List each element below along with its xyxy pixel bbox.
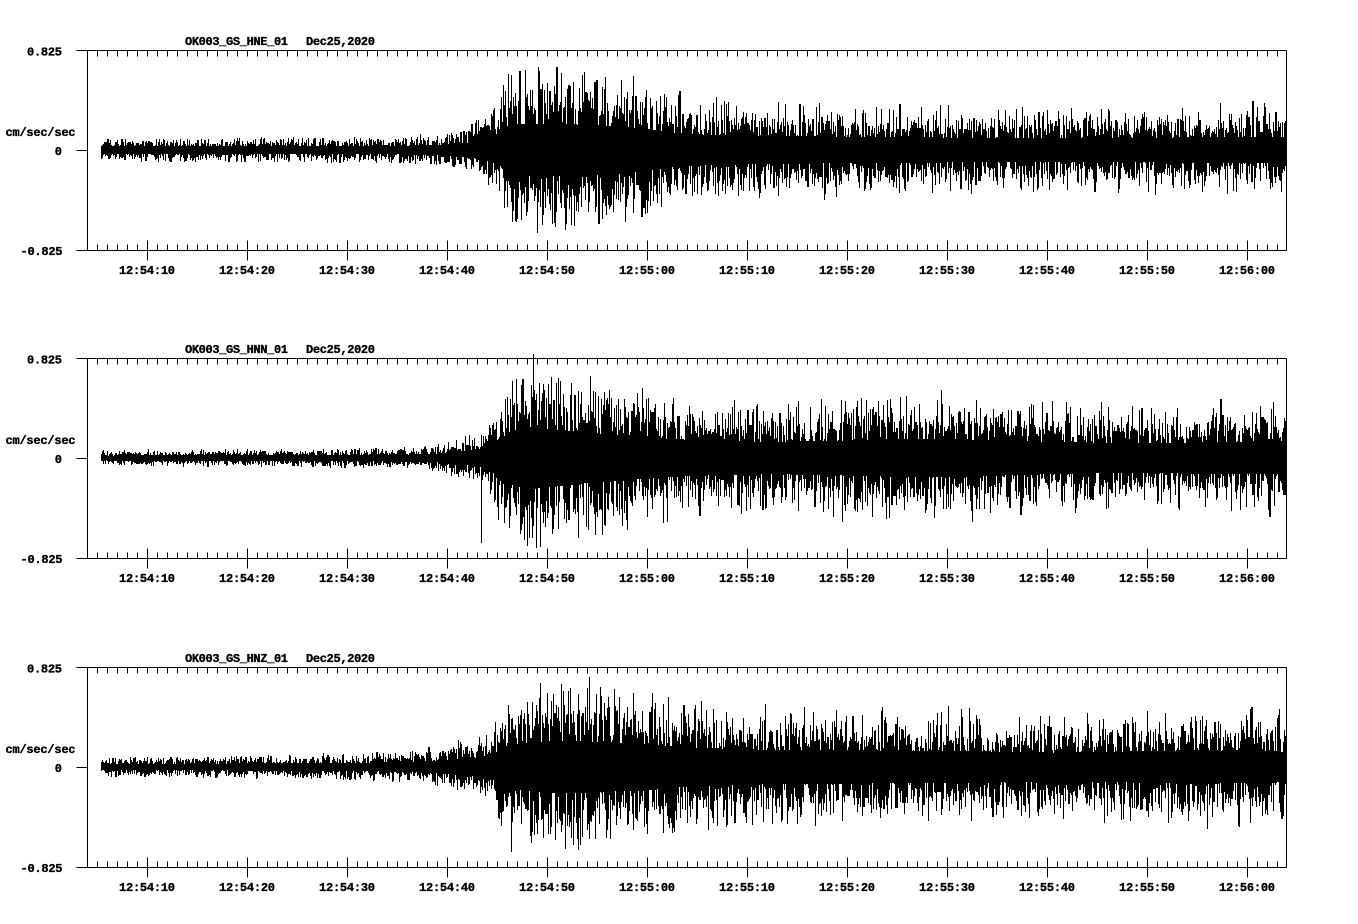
svg-text:12:55:20: 12:55:20 bbox=[819, 881, 875, 895]
svg-text:0: 0 bbox=[55, 762, 62, 776]
svg-text:0: 0 bbox=[55, 453, 62, 467]
svg-text:cm/sec/sec: cm/sec/sec bbox=[6, 126, 76, 140]
svg-text:12:56:00: 12:56:00 bbox=[1219, 881, 1275, 895]
svg-text:0.825: 0.825 bbox=[27, 662, 62, 676]
svg-text:12:55:50: 12:55:50 bbox=[1119, 572, 1175, 586]
svg-text:12:54:50: 12:54:50 bbox=[519, 881, 575, 895]
svg-text:12:55:40: 12:55:40 bbox=[1019, 881, 1075, 895]
svg-text:12:54:50: 12:54:50 bbox=[519, 264, 575, 278]
svg-text:12:54:30: 12:54:30 bbox=[319, 572, 375, 586]
svg-text:12:54:30: 12:54:30 bbox=[319, 881, 375, 895]
svg-text:12:54:50: 12:54:50 bbox=[519, 572, 575, 586]
svg-text:0.825: 0.825 bbox=[27, 45, 62, 59]
svg-text:12:54:30: 12:54:30 bbox=[319, 264, 375, 278]
svg-text:12:55:30: 12:55:30 bbox=[919, 264, 975, 278]
svg-text:-0.825: -0.825 bbox=[21, 553, 63, 567]
svg-text:Dec25,2020: Dec25,2020 bbox=[306, 35, 375, 49]
svg-text:12:55:20: 12:55:20 bbox=[819, 264, 875, 278]
svg-text:cm/sec/sec: cm/sec/sec bbox=[6, 743, 76, 757]
svg-text:12:55:40: 12:55:40 bbox=[1019, 572, 1075, 586]
svg-text:0: 0 bbox=[55, 145, 62, 159]
svg-text:12:54:40: 12:54:40 bbox=[419, 572, 475, 586]
svg-text:Dec25,2020: Dec25,2020 bbox=[306, 343, 375, 357]
svg-text:12:55:50: 12:55:50 bbox=[1119, 881, 1175, 895]
svg-text:12:55:50: 12:55:50 bbox=[1119, 264, 1175, 278]
svg-text:12:55:00: 12:55:00 bbox=[619, 881, 675, 895]
svg-text:-0.825: -0.825 bbox=[21, 245, 63, 259]
svg-text:12:55:20: 12:55:20 bbox=[819, 572, 875, 586]
svg-text:12:54:20: 12:54:20 bbox=[219, 264, 275, 278]
svg-text:-0.825: -0.825 bbox=[21, 862, 63, 876]
svg-text:cm/sec/sec: cm/sec/sec bbox=[6, 434, 76, 448]
svg-text:12:54:40: 12:54:40 bbox=[419, 881, 475, 895]
svg-text:12:55:30: 12:55:30 bbox=[919, 881, 975, 895]
svg-text:12:54:10: 12:54:10 bbox=[119, 264, 175, 278]
svg-text:OK003_GS_HNN_01: OK003_GS_HNN_01 bbox=[185, 343, 288, 357]
svg-text:12:54:20: 12:54:20 bbox=[219, 572, 275, 586]
svg-text:0.825: 0.825 bbox=[27, 353, 62, 367]
svg-text:12:55:40: 12:55:40 bbox=[1019, 264, 1075, 278]
svg-text:12:55:30: 12:55:30 bbox=[919, 572, 975, 586]
svg-text:OK003_GS_HNE_01: OK003_GS_HNE_01 bbox=[185, 35, 288, 49]
svg-text:12:54:10: 12:54:10 bbox=[119, 881, 175, 895]
svg-text:Dec25,2020: Dec25,2020 bbox=[306, 652, 375, 666]
svg-text:12:54:10: 12:54:10 bbox=[119, 572, 175, 586]
svg-text:12:54:20: 12:54:20 bbox=[219, 881, 275, 895]
svg-text:12:55:10: 12:55:10 bbox=[719, 881, 775, 895]
svg-text:12:56:00: 12:56:00 bbox=[1219, 572, 1275, 586]
svg-text:12:56:00: 12:56:00 bbox=[1219, 264, 1275, 278]
svg-text:12:55:10: 12:55:10 bbox=[719, 264, 775, 278]
svg-text:OK003_GS_HNZ_01: OK003_GS_HNZ_01 bbox=[185, 652, 288, 666]
svg-text:12:55:10: 12:55:10 bbox=[719, 572, 775, 586]
svg-text:12:55:00: 12:55:00 bbox=[619, 264, 675, 278]
svg-text:12:54:40: 12:54:40 bbox=[419, 264, 475, 278]
svg-text:12:55:00: 12:55:00 bbox=[619, 572, 675, 586]
